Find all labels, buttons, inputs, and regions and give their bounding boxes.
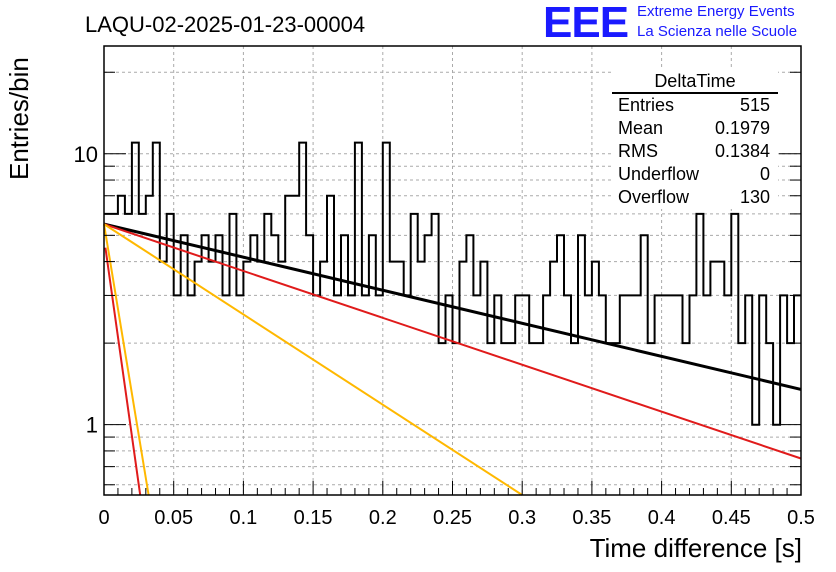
x-axis-label: Time difference [s] — [589, 533, 802, 563]
logo-line-2: La Scienza nelle Scuole — [637, 23, 798, 40]
y-tick-label: 1 — [86, 413, 98, 438]
stats-row: Entries 515 — [612, 94, 778, 117]
fit-curve — [103, 222, 802, 391]
x-tick-label: 0.2 — [369, 507, 397, 529]
stats-value: 0 — [759, 164, 770, 184]
chart-title: LAQU-02-2025-01-23-00004 — [85, 12, 366, 37]
x-tick-label: 0.25 — [433, 507, 472, 529]
tick-labels: 0 0.05 0.1 0.15 0.2 0.25 0.3 0.35 0.4 0.45 0.5 1 10 — [74, 142, 815, 529]
x-tick-label: 0.1 — [229, 507, 257, 529]
stats-row: RMS 0.1384 — [612, 140, 778, 163]
x-tick-label: 0.3 — [508, 507, 536, 529]
eee-logo: EEE — [543, 0, 629, 47]
stats-label: RMS — [618, 141, 658, 161]
x-tick-label: 0.45 — [712, 507, 751, 529]
x-tick-label: 0.05 — [154, 507, 193, 529]
stats-title: DeltaTime — [612, 70, 778, 94]
stats-row: Mean 0.1979 — [612, 117, 778, 140]
x-tick-label: 0.15 — [294, 507, 333, 529]
stats-label: Underflow — [618, 164, 700, 184]
histogram-series — [104, 141, 801, 426]
y-axis-label: Entries/bin — [4, 57, 34, 180]
x-tick-label: 0 — [98, 507, 109, 529]
stats-box: DeltaTime Entries 515 Mean 0.1979 RMS 0.… — [612, 70, 778, 209]
histogram-steps — [104, 141, 801, 426]
fit-curve — [103, 223, 150, 496]
stats-value: 130 — [739, 187, 770, 207]
y-tick-label: 10 — [74, 142, 98, 167]
stats-value: 0.1384 — [714, 141, 770, 161]
x-tick-label: 0.5 — [787, 507, 815, 529]
stats-row: Underflow 0 — [612, 163, 778, 186]
fit-curve — [103, 223, 523, 496]
stats-label: Overflow — [618, 187, 690, 207]
stats-row: Overflow 130 — [612, 186, 778, 209]
fit-curve — [103, 223, 802, 460]
fit-curve — [104, 247, 142, 496]
x-tick-label: 0.4 — [648, 507, 676, 529]
x-tick-label: 0.35 — [572, 507, 611, 529]
stats-value: 0.1979 — [714, 118, 770, 138]
stats-label: Mean — [618, 118, 664, 138]
axis-ticks — [103, 71, 802, 495]
stats-value: 515 — [739, 95, 770, 115]
stats-label: Entries — [618, 95, 675, 115]
fit-curves — [103, 222, 802, 496]
logo-line-1: Extreme Energy Events — [637, 3, 795, 20]
